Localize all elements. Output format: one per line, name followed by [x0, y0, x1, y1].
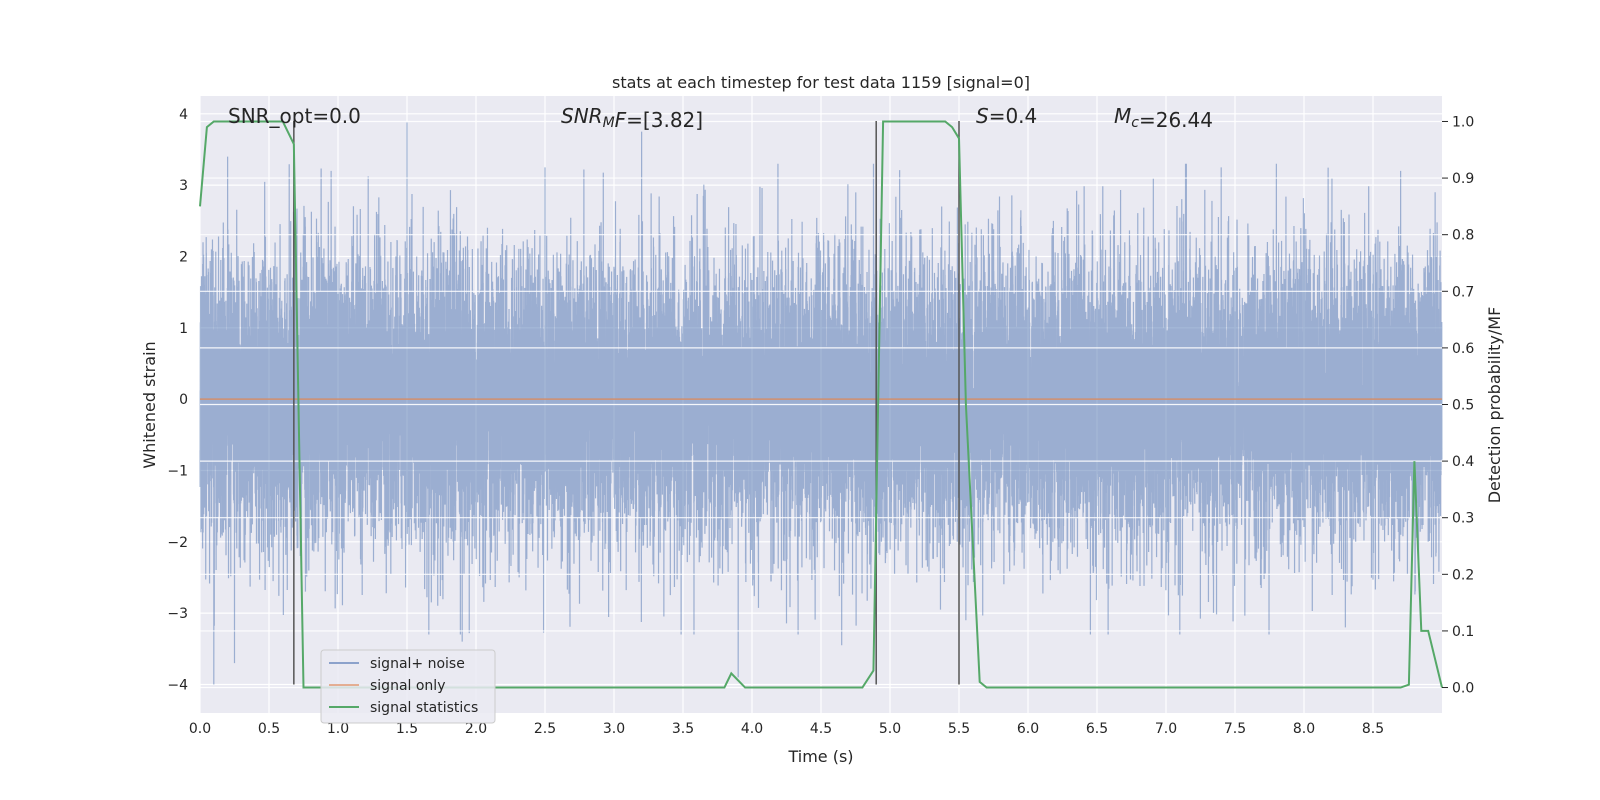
annotation-part: M	[1114, 104, 1131, 128]
signal-noise-series	[199, 122, 1443, 685]
y2-tick-label: 0.5	[1452, 398, 1474, 414]
y2-axis-ticks: 0.0 0.1 0.2 0.3 0.4 0.5 0.6 0.7 0.8 0.9 1.0	[1442, 114, 1474, 697]
y2-tick-label: 0.6	[1452, 341, 1474, 357]
x-axis-ticks: 0.0 0.5 1.0 1.5 2.0 2.5 3.0 3.5 4.0 4.5 5.0 5.5 6.0 6…	[189, 721, 1384, 737]
annotation-part: =26.44	[1139, 108, 1213, 132]
annotation-text: S=0.4	[976, 104, 1037, 128]
legend-label-statistics: signal statistics	[370, 700, 478, 716]
y-tick-label: −3	[167, 606, 188, 622]
x-tick-label: 5.0	[879, 721, 901, 737]
x-tick-label: 1.0	[327, 721, 349, 737]
x-tick-label: 6.5	[1086, 721, 1108, 737]
y2-tick-label: 0.1	[1452, 624, 1474, 640]
annotation-part: S	[976, 104, 989, 128]
annotation-part: =[3.82]	[626, 108, 703, 132]
signal-statistics-line	[199, 120, 1443, 689]
y-tick-label: 3	[179, 178, 188, 194]
annotation-text: Mc=26.44	[1114, 104, 1213, 132]
x-tick-label: 1.5	[396, 721, 418, 737]
y2-tick-label: 0.9	[1452, 171, 1474, 187]
x-tick-label: 7.5	[1224, 721, 1246, 737]
annotation-part: F	[615, 108, 627, 132]
y-tick-label: 4	[179, 107, 188, 123]
chart-title: stats at each timestep for test data 115…	[612, 73, 1030, 92]
x-tick-label: 4.0	[741, 721, 763, 737]
x-tick-label: 4.5	[810, 721, 832, 737]
annotation-part: c	[1131, 115, 1139, 131]
x-tick-label: 6.0	[1017, 721, 1039, 737]
y-tick-label: 2	[179, 249, 188, 265]
y-axis-label: Whitened strain	[140, 341, 159, 468]
y-tick-label: −2	[167, 535, 188, 551]
threshold-lines	[293, 120, 960, 685]
x-tick-label: 0.5	[258, 721, 280, 737]
y-tick-label: −1	[167, 463, 188, 479]
x-tick-label: 8.5	[1362, 721, 1384, 737]
annotation-text: SNR_opt=0.0	[228, 104, 361, 128]
annotation-text: SNRMF=[3.82]	[561, 104, 703, 132]
annotation-part: M	[603, 115, 615, 131]
x-tick-label: 2.0	[465, 721, 487, 737]
y2-tick-label: 0.0	[1452, 681, 1474, 697]
annotation-part: SNR_opt=0.0	[228, 104, 361, 128]
noise-line	[199, 122, 1443, 685]
legend-label-signal: signal only	[370, 678, 445, 694]
y2-tick-label: 0.4	[1452, 454, 1474, 470]
x-tick-label: 5.5	[948, 721, 970, 737]
y-tick-label: 0	[179, 392, 188, 408]
y2-tick-label: 0.2	[1452, 567, 1474, 583]
x-tick-label: 3.5	[672, 721, 694, 737]
x-tick-label: 7.0	[1155, 721, 1177, 737]
y2-tick-label: 0.7	[1452, 284, 1474, 300]
y-axis-ticks: −4 −3 −2 −1 0 1 2 3 4	[167, 107, 188, 694]
x-tick-label: 8.0	[1293, 721, 1315, 737]
annotation-part: =0.4	[989, 104, 1038, 128]
signal-statistics-series	[199, 120, 1443, 689]
legend-box	[320, 649, 496, 724]
y2-tick-label: 0.8	[1452, 228, 1474, 244]
x-axis-label: Time (s)	[787, 747, 853, 766]
x-tick-label: 0.0	[189, 721, 211, 737]
y2-tick-label: 1.0	[1452, 114, 1474, 130]
y2-axis-label: Detection probability/MF	[1485, 307, 1504, 504]
x-tick-label: 3.0	[603, 721, 625, 737]
y2-tick-label: 0.3	[1452, 511, 1474, 527]
grid-overlay	[200, 120, 1442, 689]
legend: signal+ noise signal only signal statist…	[320, 649, 496, 724]
annotations: SNR_opt=0.0 SNRMF=[3.82] S=0.4 Mc=26.44	[228, 104, 1213, 132]
legend-label-noise: signal+ noise	[370, 656, 465, 672]
x-tick-label: 2.5	[534, 721, 556, 737]
y-tick-label: −4	[167, 677, 188, 693]
y-tick-label: 1	[179, 321, 188, 337]
annotation-part: SNR	[561, 104, 603, 128]
